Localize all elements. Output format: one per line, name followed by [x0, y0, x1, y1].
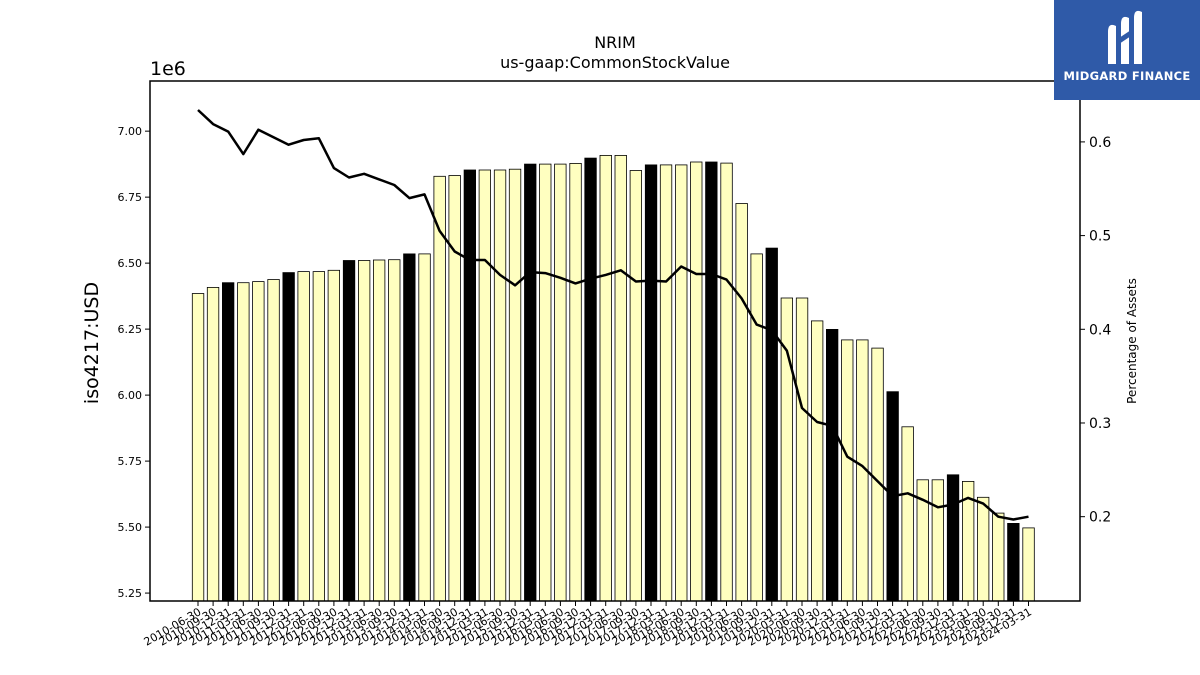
bar — [690, 161, 703, 602]
bar — [478, 169, 492, 602]
bar — [524, 163, 537, 602]
bar — [841, 339, 854, 602]
bar — [584, 157, 597, 602]
bar — [705, 161, 718, 602]
bar — [372, 259, 386, 602]
y-axis-ticks: 5.25 5.50 5.75 6.00 6.25 6.50 6.75 7.00 — [118, 125, 150, 600]
plot-frame — [149, 80, 1081, 602]
logo-mark-icon — [1108, 10, 1142, 64]
bar — [1007, 523, 1020, 602]
chart-subtitle: us-gaap:CommonStockValue — [500, 53, 730, 72]
bar — [826, 328, 839, 602]
x-axis-ticks: 2010-06-302010-09-302010-12-312011-03-31… — [142, 601, 1034, 649]
y-axis-label: iso4217:USD — [81, 282, 103, 404]
bar — [327, 269, 341, 602]
bar — [946, 474, 960, 602]
bar — [901, 426, 914, 602]
y-tick-label: 7.00 — [118, 125, 143, 138]
bar — [614, 154, 627, 602]
bar — [735, 203, 748, 602]
bar — [297, 271, 310, 602]
bar — [675, 164, 688, 602]
bar — [811, 320, 824, 602]
bar — [388, 259, 401, 602]
bar — [206, 286, 220, 602]
bar — [871, 347, 884, 602]
y-axis-right-ticks: 0.2 0.3 0.4 0.5 0.6 — [1080, 135, 1111, 526]
bar — [977, 496, 990, 602]
y-tick-label: 5.25 — [118, 587, 143, 600]
bar — [433, 175, 446, 602]
bar — [237, 282, 250, 602]
bar — [463, 169, 477, 602]
bar — [252, 281, 265, 602]
bar — [342, 260, 356, 602]
y-tick-label: 5.75 — [118, 455, 143, 468]
bar — [644, 164, 658, 602]
bar — [267, 279, 280, 602]
y-right-tick-label: 0.4 — [1089, 322, 1111, 338]
y-axis-right-label: Percentage of Assets — [1125, 278, 1139, 404]
y-tick-label: 6.75 — [118, 191, 143, 204]
y-tick-label: 6.50 — [118, 257, 143, 270]
y-right-tick-label: 0.5 — [1089, 229, 1111, 245]
bar — [765, 247, 778, 602]
y-tick-label: 6.25 — [118, 323, 143, 336]
bar — [750, 253, 763, 602]
bar — [554, 163, 567, 602]
y-axis-multiplier: 1e6 — [150, 58, 186, 80]
y-right-tick-label: 0.2 — [1089, 510, 1111, 526]
bar — [992, 512, 1005, 602]
bar — [539, 163, 552, 602]
bar — [508, 168, 522, 602]
y-right-tick-label: 0.6 — [1089, 135, 1111, 151]
bar — [282, 272, 295, 602]
bar — [418, 253, 431, 602]
bar — [1022, 527, 1035, 602]
bar — [659, 164, 673, 602]
bar-group — [191, 154, 1035, 602]
y-tick-label: 5.50 — [118, 521, 143, 534]
bar — [403, 253, 416, 602]
bar — [931, 479, 944, 602]
line-group — [197, 109, 1029, 521]
y-tick-label: 6.00 — [118, 389, 143, 402]
logo-text: MIDGARD FINANCE — [1063, 69, 1191, 83]
bar — [569, 162, 582, 602]
chart-title: NRIM — [594, 33, 636, 52]
bar — [191, 293, 205, 602]
y-right-tick-label: 0.3 — [1089, 416, 1111, 432]
bar — [720, 162, 733, 602]
bar — [795, 297, 809, 602]
brand-logo: MIDGARD FINANCE — [1054, 0, 1200, 100]
bar — [357, 260, 371, 602]
bar — [493, 169, 507, 602]
percentage-line — [197, 109, 1029, 521]
bar — [629, 170, 642, 602]
bar — [312, 271, 326, 602]
bar — [599, 154, 612, 602]
bar — [221, 282, 235, 602]
bar — [448, 175, 461, 602]
